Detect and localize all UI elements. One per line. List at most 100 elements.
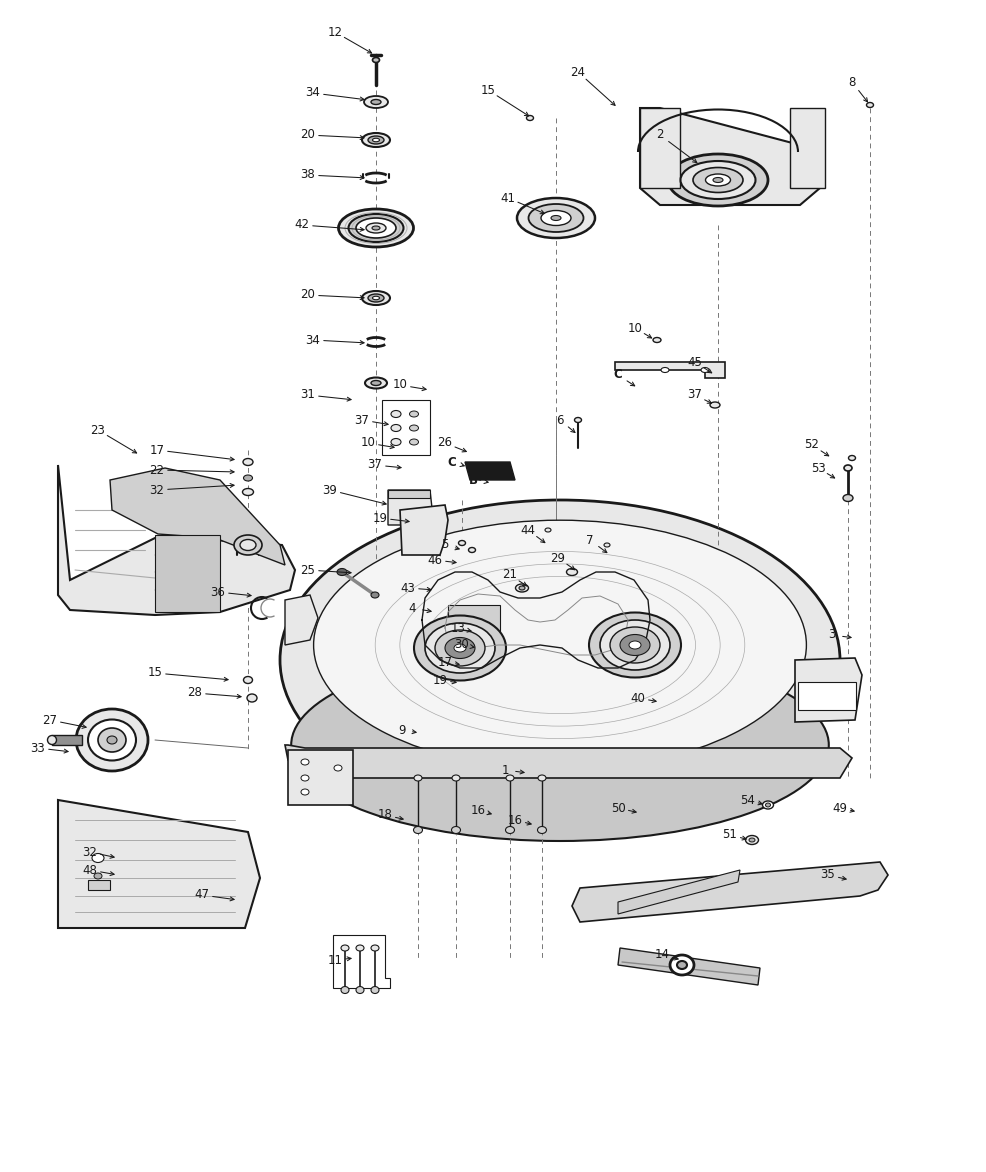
Ellipse shape [712,177,723,183]
Ellipse shape [744,836,757,845]
Text: C: C [613,368,622,382]
Text: 37: 37 [354,414,369,427]
Ellipse shape [240,539,255,551]
Ellipse shape [609,627,660,663]
Ellipse shape [413,615,506,681]
Text: 1: 1 [501,763,508,777]
Ellipse shape [94,873,102,879]
Text: 10: 10 [360,436,375,450]
Ellipse shape [336,568,347,575]
Ellipse shape [371,987,379,994]
Text: 43: 43 [400,581,415,594]
Ellipse shape [364,96,387,108]
Ellipse shape [700,368,708,373]
Ellipse shape [291,649,828,841]
Text: 2: 2 [656,129,663,142]
Ellipse shape [709,402,719,408]
Ellipse shape [246,694,256,702]
Text: 50: 50 [610,802,625,815]
Text: 30: 30 [455,639,469,652]
Ellipse shape [372,57,379,62]
Text: 37: 37 [687,388,702,402]
Ellipse shape [519,586,525,590]
Ellipse shape [356,987,364,994]
Ellipse shape [368,136,384,144]
Polygon shape [639,108,819,205]
Ellipse shape [409,425,418,431]
Ellipse shape [603,543,609,547]
Polygon shape [58,465,295,615]
Ellipse shape [371,381,381,386]
Ellipse shape [356,945,364,950]
Text: 49: 49 [831,802,847,815]
Ellipse shape [574,417,581,422]
Polygon shape [285,745,851,778]
Ellipse shape [653,338,661,342]
Ellipse shape [243,489,253,496]
Ellipse shape [842,495,852,502]
Text: 20: 20 [301,288,316,301]
Polygon shape [572,861,887,922]
Text: 16: 16 [507,813,522,826]
Ellipse shape [356,218,395,238]
Ellipse shape [365,377,387,388]
Text: 17: 17 [437,655,452,668]
Ellipse shape [454,643,465,652]
Text: 36: 36 [210,586,225,599]
Polygon shape [794,657,861,722]
Polygon shape [58,800,259,928]
Text: 5: 5 [441,538,449,552]
Ellipse shape [661,368,669,373]
Ellipse shape [866,102,873,108]
Text: 21: 21 [502,568,517,581]
Text: 45: 45 [687,355,702,368]
Text: 7: 7 [586,533,594,546]
Text: 26: 26 [437,436,452,450]
Ellipse shape [88,720,136,761]
Text: 41: 41 [500,191,515,204]
Ellipse shape [234,534,261,556]
Ellipse shape [348,214,403,241]
Text: 23: 23 [91,423,106,436]
Ellipse shape [692,168,742,192]
Ellipse shape [599,620,669,670]
Polygon shape [614,362,725,379]
Ellipse shape [540,211,571,225]
Ellipse shape [106,736,117,744]
Ellipse shape [372,138,379,142]
Ellipse shape [244,475,252,481]
Text: 42: 42 [294,218,310,232]
Ellipse shape [505,826,514,833]
Bar [88,880,109,890]
Ellipse shape [619,634,650,655]
Ellipse shape [848,456,855,461]
Text: 33: 33 [31,742,45,755]
Ellipse shape [458,540,465,545]
Ellipse shape [301,759,309,765]
Ellipse shape [762,800,773,809]
Ellipse shape [445,638,474,659]
Polygon shape [617,870,740,914]
Polygon shape [399,505,448,556]
Ellipse shape [301,789,309,795]
Text: 14: 14 [654,948,669,961]
Ellipse shape [765,803,770,808]
Text: 13: 13 [450,621,465,634]
Ellipse shape [705,173,730,186]
Text: 39: 39 [322,484,337,497]
Bar [798,682,855,710]
Ellipse shape [92,853,104,863]
Text: 51: 51 [722,829,737,841]
Ellipse shape [340,987,349,994]
Text: 9: 9 [397,723,405,736]
Text: 53: 53 [810,462,824,475]
Ellipse shape [76,709,148,771]
Ellipse shape [366,223,386,233]
Ellipse shape [528,204,583,232]
Ellipse shape [589,613,680,677]
Text: 8: 8 [847,75,855,89]
Ellipse shape [515,584,528,592]
Ellipse shape [566,568,577,575]
Text: 34: 34 [306,334,320,347]
Ellipse shape [362,132,389,146]
